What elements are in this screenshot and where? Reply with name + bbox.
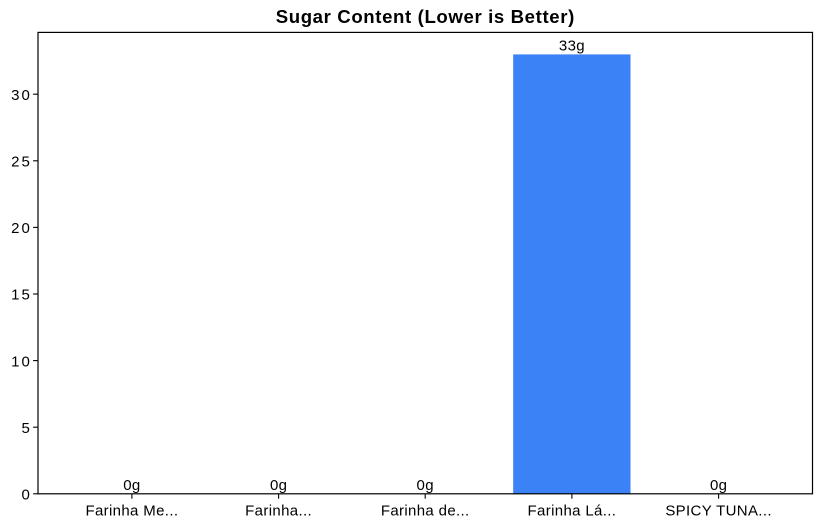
svg-text:Farinha Lá...: Farinha Lá...: [528, 502, 617, 519]
svg-text:SPICY TUNA...: SPICY TUNA...: [665, 502, 772, 519]
svg-text:0g: 0g: [417, 477, 434, 494]
svg-text:Farinha de...: Farinha de...: [381, 502, 470, 519]
svg-text:Farinha Me...: Farinha Me...: [85, 502, 178, 519]
svg-text:Sugar Content (Lower is Better: Sugar Content (Lower is Better): [276, 6, 575, 27]
svg-text:33g: 33g: [559, 38, 585, 55]
svg-text:30: 30: [11, 87, 32, 104]
svg-text:15: 15: [11, 287, 32, 304]
svg-text:5: 5: [21, 420, 31, 437]
svg-text:0g: 0g: [270, 477, 287, 494]
svg-text:0g: 0g: [710, 477, 727, 494]
svg-text:0g: 0g: [123, 477, 140, 494]
svg-text:25: 25: [11, 154, 32, 171]
svg-text:10: 10: [11, 353, 32, 370]
svg-text:0: 0: [21, 487, 31, 504]
svg-text:20: 20: [11, 220, 32, 237]
svg-text:Farinha...: Farinha...: [245, 502, 312, 519]
